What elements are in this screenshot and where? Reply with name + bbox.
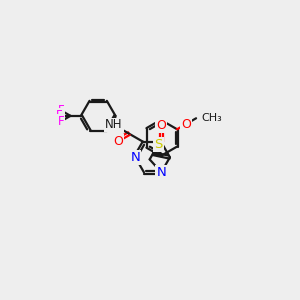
Text: O: O (156, 119, 166, 132)
Text: F: F (58, 104, 64, 117)
Text: S: S (154, 138, 163, 151)
Text: NH: NH (105, 118, 123, 131)
Text: CH₃: CH₃ (202, 113, 223, 123)
Text: F: F (56, 110, 63, 122)
Text: O: O (181, 118, 191, 130)
Text: O: O (113, 135, 123, 148)
Text: N: N (156, 166, 166, 179)
Text: F: F (58, 115, 64, 128)
Text: N: N (130, 151, 140, 164)
